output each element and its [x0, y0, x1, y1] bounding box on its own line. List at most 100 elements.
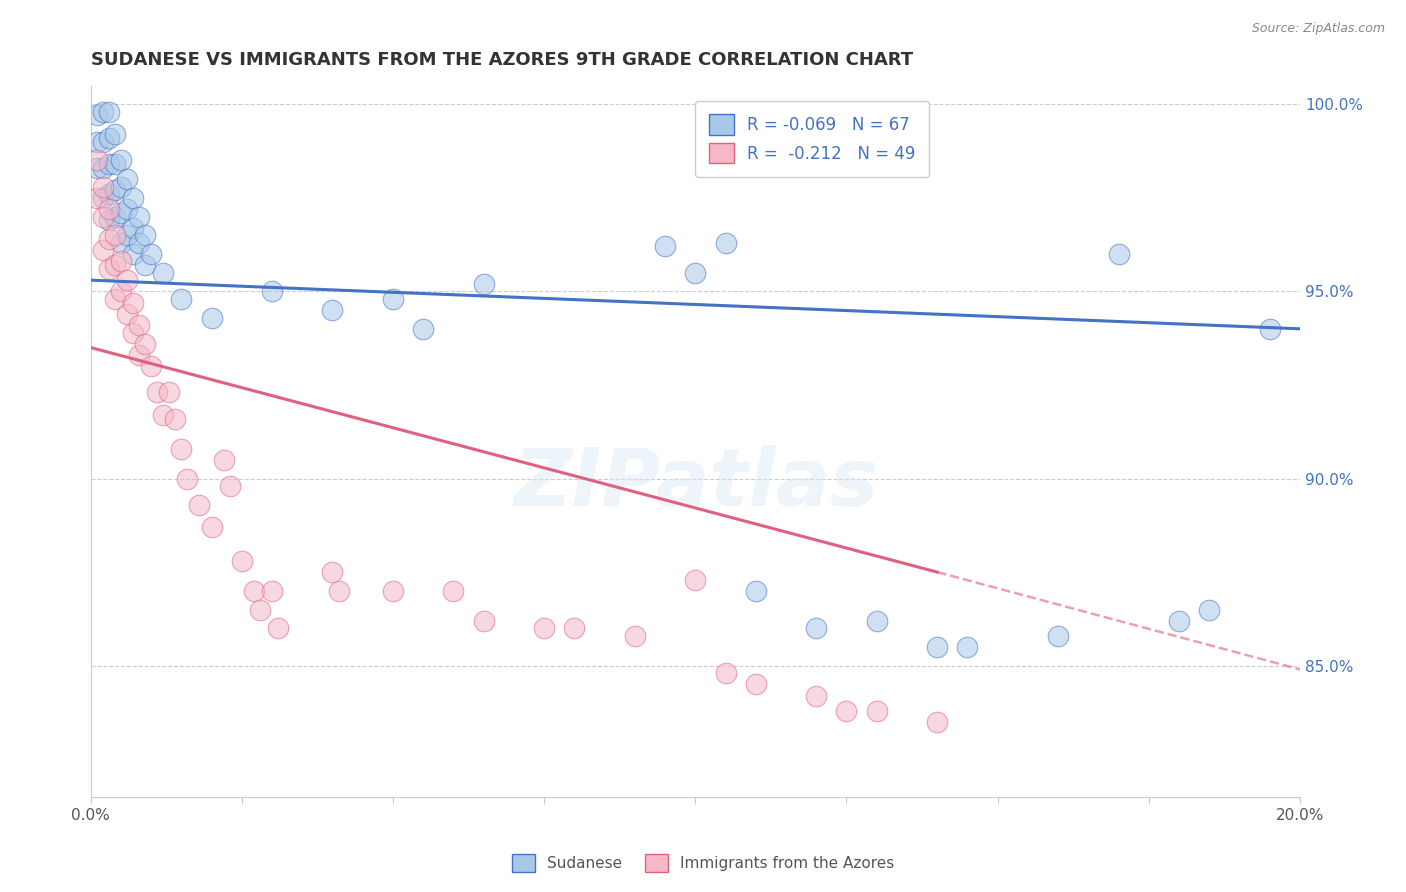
Point [1108, 247, 1130, 261]
Point [564, 621, 586, 635]
Text: SUDANESE VS IMMIGRANTS FROM THE AZORES 9TH GRADE CORRELATION CHART: SUDANESE VS IMMIGRANTS FROM THE AZORES 9… [90, 51, 912, 69]
Point [122, 191, 145, 205]
Text: ZIPatlas: ZIPatlas [513, 445, 877, 523]
Point [866, 614, 889, 628]
Point [104, 183, 127, 197]
Point [152, 266, 174, 280]
Point [685, 266, 707, 280]
Point [176, 471, 198, 485]
Point [91, 179, 114, 194]
Point [97, 232, 120, 246]
Point [1168, 614, 1191, 628]
Point [472, 614, 495, 628]
Point [231, 554, 253, 568]
Point [134, 228, 156, 243]
Point [115, 273, 138, 287]
Point [806, 621, 828, 635]
Point [104, 228, 127, 243]
Point [110, 179, 132, 194]
Point [745, 677, 768, 691]
Legend: Sudanese, Immigrants from the Azores: Sudanese, Immigrants from the Azores [505, 846, 901, 880]
Point [122, 220, 145, 235]
Point [122, 326, 145, 340]
Point [1047, 629, 1070, 643]
Point [243, 583, 266, 598]
Point [157, 385, 180, 400]
Point [91, 243, 114, 257]
Point [110, 206, 132, 220]
Point [927, 640, 949, 654]
Point [321, 565, 343, 579]
Point [188, 498, 211, 512]
Point [97, 187, 120, 202]
Point [412, 322, 434, 336]
Point [104, 157, 127, 171]
Point [86, 191, 108, 205]
Point [533, 621, 555, 635]
Point [1258, 322, 1281, 336]
Point [110, 285, 132, 299]
Point [472, 277, 495, 291]
Point [624, 629, 647, 643]
Point [260, 285, 283, 299]
Point [115, 202, 138, 216]
Point [104, 210, 127, 224]
Point [86, 161, 108, 175]
Point [321, 303, 343, 318]
Point [128, 318, 150, 332]
Point [104, 127, 127, 141]
Point [267, 621, 290, 635]
Legend: R = -0.069   N = 67, R =  -0.212   N = 49: R = -0.069 N = 67, R = -0.212 N = 49 [696, 101, 929, 177]
Point [122, 247, 145, 261]
Point [97, 157, 120, 171]
Point [97, 213, 120, 227]
Point [146, 385, 169, 400]
Point [91, 210, 114, 224]
Point [97, 202, 120, 216]
Point [97, 104, 120, 119]
Point [806, 689, 828, 703]
Point [260, 583, 283, 598]
Point [128, 235, 150, 250]
Point [956, 640, 979, 654]
Point [104, 258, 127, 272]
Point [212, 452, 235, 467]
Point [249, 602, 271, 616]
Point [91, 191, 114, 205]
Text: Source: ZipAtlas.com: Source: ZipAtlas.com [1251, 22, 1385, 36]
Point [110, 254, 132, 268]
Point [86, 135, 108, 149]
Point [134, 258, 156, 272]
Point [128, 348, 150, 362]
Point [381, 292, 404, 306]
Point [200, 520, 222, 534]
Point [654, 239, 676, 253]
Point [328, 583, 350, 598]
Point [110, 153, 132, 168]
Point [714, 235, 737, 250]
Point [170, 292, 193, 306]
Point [443, 583, 465, 598]
Point [122, 295, 145, 310]
Point [115, 307, 138, 321]
Point [218, 479, 240, 493]
Point [128, 210, 150, 224]
Point [139, 247, 162, 261]
Point [927, 714, 949, 729]
Point [165, 411, 187, 425]
Point [97, 261, 120, 276]
Point [86, 108, 108, 122]
Point [110, 235, 132, 250]
Point [1198, 602, 1220, 616]
Point [91, 135, 114, 149]
Point [97, 131, 120, 145]
Point [714, 666, 737, 681]
Point [104, 292, 127, 306]
Point [139, 359, 162, 374]
Point [745, 583, 768, 598]
Point [91, 104, 114, 119]
Point [134, 336, 156, 351]
Point [835, 704, 858, 718]
Point [685, 573, 707, 587]
Point [170, 442, 193, 456]
